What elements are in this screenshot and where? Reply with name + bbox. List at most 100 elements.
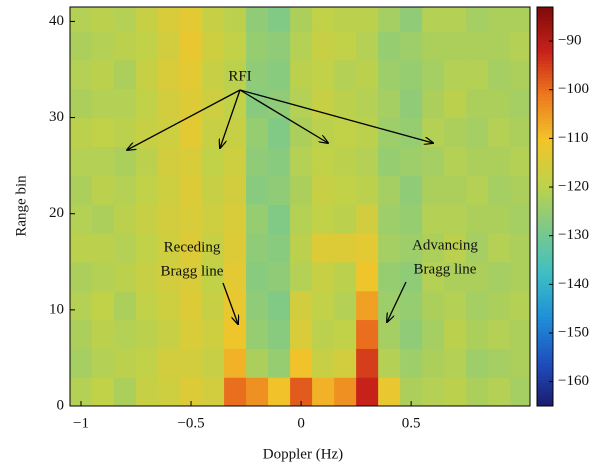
heatmap-cell [202,146,225,176]
heatmap-cell [70,261,93,292]
heatmap-cell [202,348,225,378]
heatmap-cell [466,377,489,406]
colorbar-swatch [537,16,553,21]
plot-frame [69,6,531,407]
colorbar-swatch [537,362,553,367]
colorbar-swatch [537,349,553,354]
colorbar-swatch [537,276,553,281]
colorbar-swatch [537,80,553,84]
heatmap-cell [70,117,93,148]
heatmap-cell [334,204,357,234]
arrow [127,89,241,150]
heatmap-cell [246,232,269,263]
heatmap-cell [136,31,159,61]
heatmap-cell [510,204,530,234]
heatmap-cell [510,146,530,176]
heatmap-cell [246,377,269,406]
heatmap-cell [378,146,401,176]
heatmap-cell [224,175,247,205]
annotations: RFI Receding Bragg line Advancing Bragg … [127,68,478,324]
colorbar: −90 −100 −110 −120 −130 −140 −150 −160 [536,6,589,407]
heatmap-cell [92,146,115,176]
heatmap-cell [444,261,467,292]
heatmap-cell [202,31,225,61]
heatmap-cell [400,117,423,148]
colorbar-swatch [537,402,553,407]
heatmap-cell [246,7,269,32]
arrow [239,89,328,143]
heatmap-cell [466,290,489,321]
colorbar-swatch [537,286,553,291]
heatmap-cell [246,319,269,349]
heatmap-cell [92,290,115,321]
heatmap-cell [158,204,181,234]
arrow [222,282,238,324]
heatmap-cell [466,319,489,349]
heatmap-cell [114,261,137,292]
colorbar-swatch [537,93,553,98]
heatmap-cell [268,117,291,148]
heatmap-cell [180,348,203,378]
colorbar-swatch [537,209,553,214]
heatmap-cell [488,204,511,234]
colorbar-swatch [537,226,553,231]
colorbar-swatch [537,156,553,161]
heatmap-cell [158,348,181,378]
heatmap-cell [290,88,313,119]
heatmap-cell [246,290,269,321]
heatmap-cell [488,319,511,349]
heatmap-cell [400,290,423,321]
colorbar-swatch [537,392,553,397]
heatmap-cell [114,175,137,205]
heatmap-cell [158,319,181,349]
heatmap-cell [180,290,203,321]
colorbar-swatch [537,339,553,344]
heatmap-cell [488,232,511,263]
heatmap-cell [334,348,357,378]
heatmap-cell [422,146,445,176]
colorbar-swatch [537,302,553,307]
heatmap-cell [466,117,489,148]
heatmap-cell [290,175,313,205]
annotation-text: Advancing [412,237,478,253]
heatmap-cell [466,232,489,263]
heatmap-cell [158,146,181,176]
heatmap-cell [180,377,203,406]
x-tick-label: 0 [297,415,305,431]
heatmap-cell [224,31,247,61]
heatmap-cell [290,319,313,349]
colorbar-swatch [537,110,553,114]
colorbar-swatch [537,43,553,48]
heatmap-cell [356,59,379,90]
heatmap-cell [136,117,159,148]
heatmap-cell [466,146,489,176]
x-tick-label: −0.5 [177,415,204,431]
heatmap-cell [334,7,357,32]
colorbar-swatch [537,332,553,337]
heatmap-cell [510,117,530,148]
heatmap-cell [334,319,357,349]
heatmap-cell [356,232,379,263]
colorbar-swatch [537,396,553,400]
heatmap-cell [378,204,401,234]
heatmap-cell [114,88,137,119]
heatmap-cell [466,59,489,90]
colorbar-swatch [537,70,553,74]
colorbar-swatch [537,46,553,51]
heatmap-cell [334,377,357,406]
heatmap-cell [312,377,335,406]
heatmap-cell [400,348,423,378]
heatmap-cell [422,7,445,32]
heatmap-cell [444,290,467,321]
heatmap-cell [70,88,93,119]
heatmap-cell [378,377,401,406]
heatmap-cell [422,59,445,90]
heatmap-cell [510,319,530,349]
colorbar-swatch [537,189,553,194]
heatmap-cell [92,348,115,378]
heatmap-cell [92,204,115,234]
heatmap-cell [246,117,269,148]
colorbar-swatch [537,213,553,217]
x-axis-label: Doppler (Hz) [263,446,343,462]
colorbar-swatch [537,76,553,81]
